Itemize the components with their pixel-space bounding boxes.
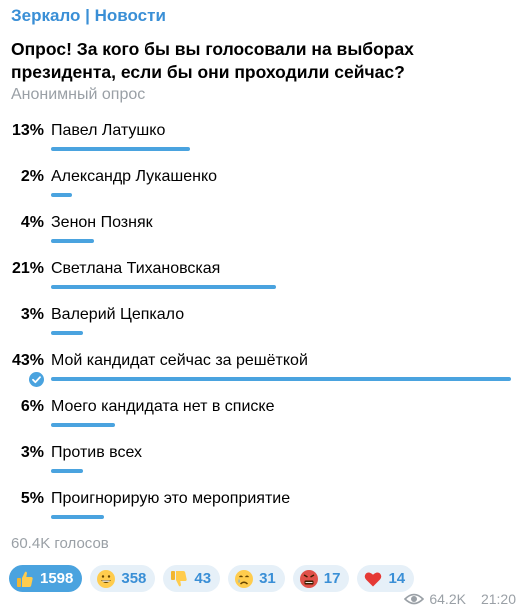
poll-option[interactable]: 2% Александр Лукашенко [0,164,525,210]
poll-type-label: Анонимный опрос [11,86,146,103]
option-label: Зенон Позняк [51,214,153,231]
poll-option[interactable]: 4% Зенон Позняк [0,210,525,256]
reaction-thumbs-down[interactable]: 43 [163,565,221,592]
message-time: 21:20 [480,591,516,607]
option-percent: 3% [20,444,44,461]
reaction-angry[interactable]: 17 [292,565,350,592]
option-label: Мой кандидат сейчас за решёткой [51,352,308,369]
option-percent: 43% [11,352,44,369]
angry-face-icon [299,569,318,588]
poll-option[interactable]: 3% Против всех [0,440,525,486]
crying-face-icon [235,569,254,588]
option-label: Против всех [51,444,143,461]
reaction-count: 1598 [40,570,74,587]
message-meta: 64.2K 21:20 [404,591,516,607]
option-percent: 5% [20,490,44,507]
option-percent: 3% [20,306,44,323]
option-percent: 13% [11,122,44,139]
reaction-grinning[interactable]: 358 [90,565,156,592]
view-count: 64.2K [429,591,466,607]
option-label: Моего кандидата нет в списке [51,398,275,415]
option-bar [51,469,83,473]
option-bar [51,423,115,427]
total-votes: 60.4K голосов [11,535,109,552]
poll-option[interactable]: 5% Проигнорирую это мероприятие [0,486,525,532]
grinning-face-icon [97,569,116,588]
eye-icon [404,593,425,605]
option-bar [51,147,190,151]
option-percent: 21% [11,260,44,277]
reaction-count: 43 [194,570,212,587]
poll-option-chosen[interactable]: 43% Мой кандидат сейчас за решёткой [0,348,525,394]
reaction-count: 358 [121,570,147,587]
reaction-count: 14 [388,570,406,587]
option-label: Валерий Цепкало [51,306,185,323]
poll-option[interactable]: 6% Моего кандидата нет в списке [0,394,525,440]
heart-icon [365,572,382,586]
option-bar [51,331,83,335]
channel-name[interactable]: Зеркало | Новости [11,6,166,25]
poll-option[interactable]: 3% Валерий Цепкало [0,302,525,348]
reaction-crying[interactable]: 31 [228,565,285,592]
option-label: Проигнорирую это мероприятие [51,490,291,507]
option-percent: 4% [20,214,44,231]
check-icon [29,372,44,387]
poll-option[interactable]: 21% Светлана Тихановская [0,256,525,302]
reaction-count: 31 [259,570,276,587]
reaction-heart[interactable]: 14 [357,565,415,592]
option-label: Александр Лукашенко [51,168,218,185]
poll-options: 13% Павел Латушко 2% Александр Лукашенко… [0,118,525,532]
option-bar [51,285,276,289]
option-bar [51,377,511,381]
reactions-bar: 1598 358 43 31 [9,565,415,592]
option-label: Павел Латушко [51,122,166,139]
thumbs-down-icon [171,570,188,586]
option-bar [51,239,94,243]
option-percent: 2% [20,168,44,185]
thumbs-up-icon [17,571,33,587]
reaction-count: 17 [323,570,341,587]
option-bar [51,515,104,519]
poll-question: Опрос! За кого бы вы голосовали на выбор… [11,39,414,82]
option-bar [51,193,72,197]
poll-option[interactable]: 13% Павел Латушко [0,118,525,164]
reaction-thumbs-up[interactable]: 1598 [9,565,83,592]
option-percent: 6% [20,398,44,415]
option-label: Светлана Тихановская [51,260,221,277]
